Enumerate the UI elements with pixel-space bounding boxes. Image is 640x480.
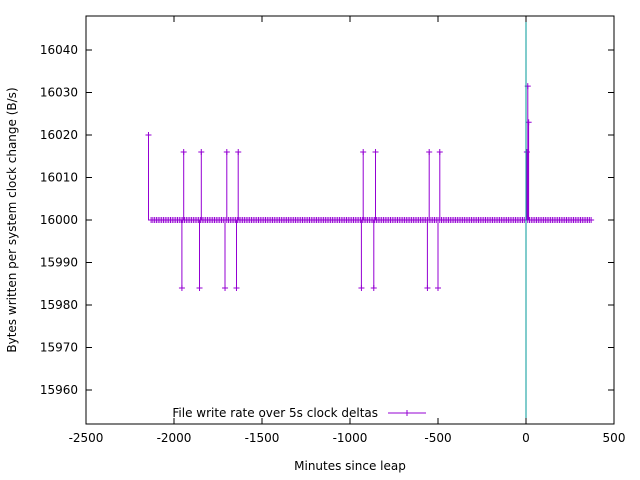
data-point: [233, 285, 240, 291]
y-tick-label: 15970: [40, 341, 78, 355]
data-point: [370, 285, 377, 291]
x-tick-label: -1000: [333, 431, 368, 445]
legend-marker-plus: [404, 410, 410, 416]
data-point: [435, 285, 441, 291]
data-point: [223, 149, 230, 155]
data-point: [588, 217, 595, 223]
data-point: [360, 149, 367, 155]
x-tick-label: -2000: [157, 431, 192, 445]
y-tick-label: 15960: [40, 383, 78, 397]
data-point: [198, 149, 205, 155]
y-tick-label: 16040: [40, 43, 78, 57]
data-point: [358, 285, 365, 291]
data-point: [145, 132, 152, 138]
y-tick-label: 16010: [40, 171, 78, 185]
x-tick-label: -1500: [245, 431, 280, 445]
y-tick-label: 16030: [40, 86, 78, 100]
y-tick-label: 15990: [40, 256, 78, 270]
legend-swatch-marker: [404, 410, 410, 416]
data-point: [178, 285, 185, 291]
x-tick-label: 500: [603, 431, 626, 445]
x-axis-ticks: -2500 -2000 -1500 -1000 -500 0 500: [69, 16, 626, 445]
y-axis-ticks: 15960 15970 15980 15990 16000 16010 16020 16030…: [40, 43, 614, 397]
data-point: [426, 149, 433, 155]
legend: File write rate over 5s clock deltas: [172, 406, 426, 420]
x-tick-label: -500: [424, 431, 451, 445]
data-point: [222, 285, 229, 291]
data-point: [235, 149, 242, 155]
data-point: [424, 285, 431, 291]
y-axis-label: Bytes written per system clock change (B…: [5, 87, 19, 352]
y-tick-label: 16000: [40, 213, 78, 227]
data-point: [436, 149, 443, 155]
x-tick-label: 0: [522, 431, 530, 445]
data-point: [180, 149, 187, 155]
data-point: [372, 149, 379, 155]
legend-label: File write rate over 5s clock deltas: [172, 406, 378, 420]
y-tick-label: 15980: [40, 298, 78, 312]
x-tick-label: -2500: [69, 431, 104, 445]
data-point: [523, 149, 530, 155]
data-point: [525, 119, 532, 126]
x-axis-label: Minutes since leap: [294, 459, 406, 473]
y-tick-label: 16020: [40, 128, 78, 142]
series-layer: [145, 83, 595, 291]
data-point: [196, 285, 203, 291]
